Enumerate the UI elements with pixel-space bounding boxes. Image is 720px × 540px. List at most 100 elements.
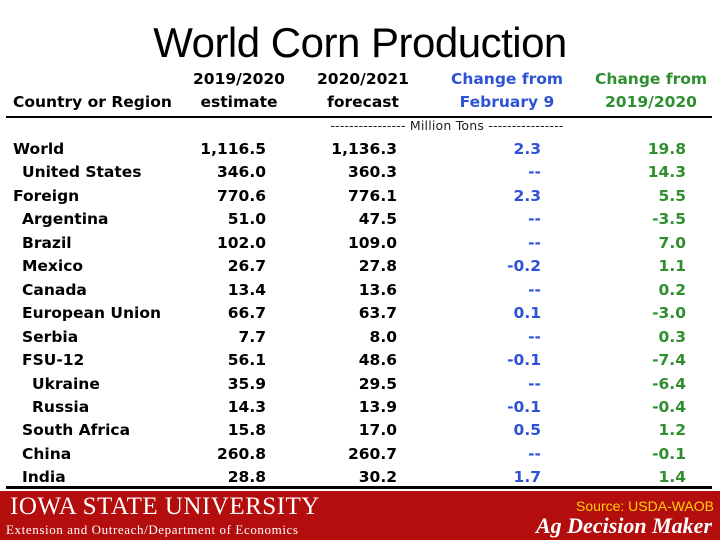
- region-cell: Serbia: [22, 327, 79, 346]
- iowa-state-logo[interactable]: IOWA STATE UNIVERSITY: [10, 493, 320, 520]
- region-cell: Canada: [22, 280, 87, 299]
- forecast-cell: 29.5: [358, 374, 397, 393]
- bottom-rule: [6, 486, 712, 489]
- change-feb-cell: --: [528, 444, 541, 463]
- change-feb-cell: --: [528, 210, 541, 229]
- change-prev-cell: 19.8: [647, 140, 686, 158]
- estimate-cell: 66.7: [227, 304, 266, 323]
- change-prev-cell: -6.4: [652, 374, 686, 393]
- change-feb-cell: 0.1: [513, 304, 541, 323]
- forecast-cell: 1,136.3: [331, 140, 397, 158]
- region-cell: European Union: [22, 304, 162, 323]
- forecast-cell: 30.2: [358, 468, 397, 487]
- forecast-cell: 8.0: [369, 327, 397, 346]
- page-title: World Corn Production: [153, 19, 567, 66]
- change-feb-cell: 2.3: [513, 140, 541, 158]
- change-prev-cell: 0.3: [658, 327, 686, 346]
- table-row: Serbia 7.7 8.0 -- 0.3: [6, 326, 712, 349]
- estimate-cell: 26.7: [227, 257, 266, 276]
- region-cell: Foreign: [13, 186, 80, 205]
- estimate-cell: 14.3: [227, 397, 266, 416]
- region-cell: FSU-12: [22, 351, 85, 370]
- forecast-cell: 47.5: [358, 210, 397, 229]
- table-row: European Union 66.7 63.7 0.1 -3.0: [6, 302, 712, 325]
- change-prev-cell: -3.5: [652, 210, 686, 229]
- change-feb-cell: 1.7: [513, 468, 541, 487]
- change-prev-cell: 7.0: [658, 233, 686, 252]
- change-prev-cell: 1.1: [658, 257, 686, 276]
- change-feb-cell: --: [528, 233, 541, 252]
- forecast-cell: 63.7: [358, 304, 397, 323]
- region-cell: India: [22, 468, 66, 487]
- corn-production-table: Country or Region 2019/2020 estimate 2020…: [6, 62, 712, 490]
- estimate-cell: 56.1: [227, 351, 266, 370]
- estimate-cell: 13.4: [227, 280, 266, 299]
- header-change-feb: Change from February 9: [450, 70, 564, 111]
- estimate-cell: 28.8: [227, 468, 266, 487]
- ag-decision-maker-logo[interactable]: Ag Decision Maker: [536, 513, 712, 538]
- table-row: Ukraine 35.9 29.5 -- -6.4: [6, 373, 712, 396]
- change-prev-cell: 0.2: [658, 280, 686, 299]
- change-prev-cell: -0.4: [652, 397, 686, 416]
- estimate-cell: 102.0: [216, 233, 266, 252]
- change-prev-cell: 1.4: [658, 468, 686, 487]
- forecast-cell: 360.3: [347, 163, 397, 182]
- header-2019-estimate: 2019/2020 estimate: [193, 70, 285, 111]
- change-feb-cell: --: [528, 374, 541, 393]
- region-cell: Mexico: [22, 257, 84, 276]
- change-feb-cell: --: [528, 163, 541, 182]
- table-row: India 28.8 30.2 1.7 1.4: [6, 466, 712, 489]
- region-cell: Ukraine: [32, 374, 100, 393]
- estimate-cell: 1,116.5: [200, 140, 266, 158]
- region-cell: South Africa: [22, 421, 131, 440]
- estimate-cell: 346.0: [216, 163, 266, 182]
- table-row: Argentina 51.0 47.5 -- -3.5: [6, 208, 712, 231]
- change-prev-cell: -3.0: [652, 304, 686, 323]
- forecast-cell: 13.9: [358, 397, 397, 416]
- forecast-cell: 109.0: [347, 233, 397, 252]
- change-feb-cell: -0.1: [507, 351, 541, 370]
- change-prev-cell: -7.4: [652, 351, 686, 370]
- forecast-cell: 776.1: [347, 186, 397, 205]
- region-cell: Russia: [32, 397, 90, 416]
- table-row: Foreign 770.6 776.1 2.3 5.5: [6, 185, 712, 208]
- change-feb-cell: 2.3: [513, 186, 541, 205]
- footer-bar: IOWA STATE UNIVERSITY Extension and Outr…: [0, 491, 720, 540]
- units-label: ---------------- Million Tons ----------…: [330, 118, 564, 133]
- header-change-prev: Change from 2019/2020: [594, 70, 708, 111]
- change-prev-cell: 5.5: [658, 186, 686, 205]
- estimate-cell: 260.8: [216, 444, 266, 463]
- table-row: Mexico 26.7 27.8 -0.2 1.1: [6, 255, 712, 278]
- region-cell: United States: [22, 163, 142, 182]
- table-row: United States 346.0 360.3 -- 14.3: [6, 161, 712, 184]
- change-feb-cell: 0.5: [513, 421, 541, 440]
- extension-label: Extension and Outreach/Department of Eco…: [6, 522, 299, 537]
- forecast-cell: 27.8: [358, 257, 397, 276]
- region-cell: Brazil: [22, 233, 72, 252]
- estimate-cell: 770.6: [216, 186, 266, 205]
- forecast-cell: 17.0: [358, 421, 397, 440]
- forecast-cell: 48.6: [358, 351, 397, 370]
- header-region: Country or Region: [13, 93, 172, 111]
- header-2020-forecast: 2020/2021 forecast: [317, 70, 409, 111]
- region-cell: China: [22, 444, 72, 463]
- change-feb-cell: -0.2: [507, 257, 541, 276]
- change-prev-cell: 1.2: [658, 421, 686, 440]
- table-row: World 1,116.5 1,136.3 2.3 19.8: [6, 138, 712, 161]
- change-feb-cell: --: [528, 280, 541, 299]
- change-prev-cell: -0.1: [652, 444, 686, 463]
- table-row: South Africa 15.8 17.0 0.5 1.2: [6, 419, 712, 442]
- forecast-cell: 260.7: [347, 444, 397, 463]
- table-row: Canada 13.4 13.6 -- 0.2: [6, 279, 712, 302]
- estimate-cell: 15.8: [227, 421, 266, 440]
- region-cell: Argentina: [22, 210, 109, 229]
- estimate-cell: 51.0: [227, 210, 266, 229]
- change-feb-cell: -0.1: [507, 397, 541, 416]
- change-prev-cell: 14.3: [647, 163, 686, 182]
- header-rule: [6, 116, 712, 118]
- table-row: Russia 14.3 13.9 -0.1 -0.4: [6, 396, 712, 419]
- estimate-cell: 7.7: [238, 327, 266, 346]
- change-feb-cell: --: [528, 327, 541, 346]
- table-row: Brazil 102.0 109.0 -- 7.0: [6, 232, 712, 255]
- forecast-cell: 13.6: [358, 280, 397, 299]
